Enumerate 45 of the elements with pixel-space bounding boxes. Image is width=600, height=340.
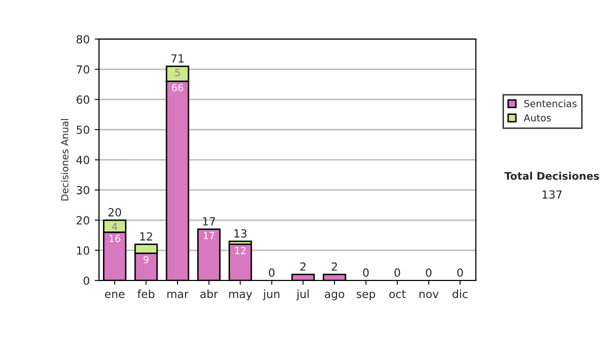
total-label: 12 — [140, 232, 152, 240]
x-tick-label: ago — [324, 292, 344, 300]
y-tick-label: 0 — [84, 276, 90, 285]
y-tick-label: 50 — [76, 126, 90, 134]
legend-label: Sentencias — [524, 100, 577, 108]
x-tick-label: abr — [200, 290, 218, 298]
data-label: 16 — [110, 234, 120, 242]
total-label: 13 — [234, 229, 246, 238]
total-label: 0 — [426, 268, 432, 277]
total-label: 0 — [268, 268, 274, 277]
text: 137 — [542, 190, 562, 199]
total-label: 0 — [394, 268, 400, 277]
x-tick-label: jul — [296, 290, 309, 300]
x-tick-label: dic — [452, 290, 468, 298]
data-label: 4 — [112, 222, 118, 230]
data-label: 66 — [172, 84, 184, 92]
x-tick-label: ene — [104, 292, 124, 298]
x-tick-label: sep — [356, 292, 376, 300]
total-label: 17 — [203, 217, 216, 226]
data-label: 5 — [175, 68, 180, 76]
total-label: 20 — [108, 208, 122, 216]
x-tick-label: jun — [262, 290, 280, 300]
x-tick-label: may — [229, 292, 252, 300]
legend-label: Autos — [524, 114, 551, 122]
data-label: 12 — [235, 246, 246, 254]
y-tick-label: 40 — [76, 156, 90, 164]
y-tick-label: 80 — [76, 35, 90, 44]
total-label: 2 — [300, 262, 306, 271]
total-label: 0 — [457, 268, 463, 277]
y-tick-label: 70 — [76, 65, 90, 74]
data-label: 17 — [204, 232, 214, 240]
y-tick-label: 10 — [77, 246, 90, 255]
y-tick-label: 60 — [76, 95, 90, 104]
x-tick-label: mar — [167, 292, 189, 298]
data-label: 9 — [144, 256, 149, 264]
y-tick-label: 30 — [76, 186, 90, 194]
x-tick-label: oct — [389, 290, 406, 298]
total-label: 0 — [363, 268, 369, 277]
y-axis-title: Decisiones Anual — [60, 119, 68, 200]
y-tick-label: 20 — [76, 216, 90, 225]
x-tick-label: nov — [420, 292, 439, 298]
total-label: 2 — [332, 262, 337, 271]
x-tick-label: feb — [137, 290, 154, 298]
total-label: 71 — [171, 54, 184, 62]
text: Total Decisiones — [504, 172, 600, 180]
